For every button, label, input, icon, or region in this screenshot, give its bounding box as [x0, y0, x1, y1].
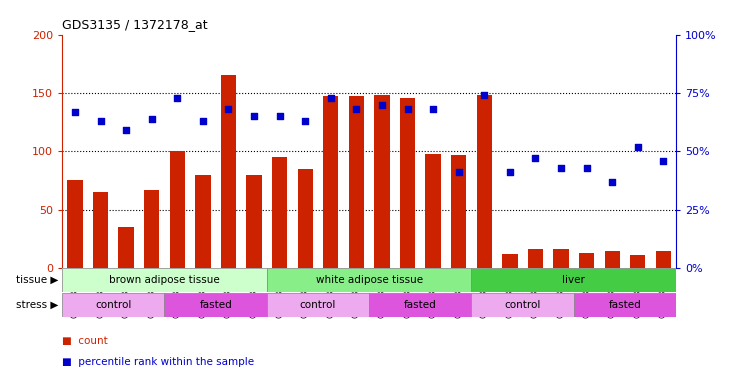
Bar — [272, 157, 287, 268]
Bar — [471, 293, 574, 317]
Point — [453, 169, 465, 175]
Bar — [579, 253, 594, 268]
Text: fasted: fasted — [404, 300, 436, 310]
Text: liver: liver — [562, 275, 586, 285]
Point — [478, 92, 490, 98]
Text: control: control — [504, 300, 541, 310]
Bar — [605, 250, 620, 268]
Point — [556, 165, 567, 171]
Text: control: control — [95, 300, 132, 310]
Bar — [170, 151, 185, 268]
Bar — [451, 155, 466, 268]
Bar — [528, 249, 543, 268]
Point — [222, 106, 234, 113]
Text: white adipose tissue: white adipose tissue — [316, 275, 423, 285]
Point — [95, 118, 107, 124]
Point — [171, 94, 183, 101]
Bar — [553, 249, 569, 268]
Bar — [471, 268, 676, 292]
Text: control: control — [300, 300, 336, 310]
Point — [529, 155, 541, 161]
Bar — [656, 250, 671, 268]
Text: ■  percentile rank within the sample: ■ percentile rank within the sample — [62, 357, 254, 367]
Bar — [349, 96, 364, 268]
Point — [632, 144, 644, 150]
Bar — [574, 293, 676, 317]
Bar — [62, 268, 267, 292]
Text: tissue ▶: tissue ▶ — [16, 275, 58, 285]
Bar — [374, 95, 390, 268]
Point — [69, 109, 81, 115]
Bar — [67, 180, 83, 268]
Bar — [477, 95, 492, 268]
Bar — [400, 98, 415, 268]
Point — [351, 106, 363, 113]
Bar — [323, 96, 338, 268]
Point — [120, 127, 132, 133]
Text: ■  count: ■ count — [62, 336, 108, 346]
Bar — [298, 169, 313, 268]
Bar — [221, 75, 236, 268]
Bar — [246, 175, 262, 268]
Point — [427, 106, 439, 113]
Point — [658, 157, 670, 164]
Bar — [267, 268, 471, 292]
Point — [249, 113, 260, 119]
Point — [606, 179, 618, 185]
Text: GDS3135 / 1372178_at: GDS3135 / 1372178_at — [62, 18, 208, 31]
Bar — [502, 254, 518, 268]
Bar — [369, 293, 471, 317]
Bar — [93, 192, 108, 268]
Point — [402, 106, 414, 113]
Text: brown adipose tissue: brown adipose tissue — [109, 275, 220, 285]
Text: stress ▶: stress ▶ — [16, 300, 58, 310]
Bar — [425, 154, 441, 268]
Bar — [62, 293, 164, 317]
Point — [325, 94, 336, 101]
Bar — [118, 227, 134, 268]
Point — [300, 118, 311, 124]
Bar — [195, 175, 211, 268]
Point — [145, 116, 158, 122]
Text: fasted: fasted — [609, 300, 641, 310]
Text: fasted: fasted — [200, 300, 232, 310]
Point — [197, 118, 209, 124]
Bar — [267, 293, 369, 317]
Bar — [144, 190, 159, 268]
Bar — [164, 293, 267, 317]
Point — [376, 101, 387, 108]
Bar — [630, 255, 645, 268]
Point — [581, 165, 593, 171]
Point — [273, 113, 285, 119]
Point — [504, 169, 516, 175]
